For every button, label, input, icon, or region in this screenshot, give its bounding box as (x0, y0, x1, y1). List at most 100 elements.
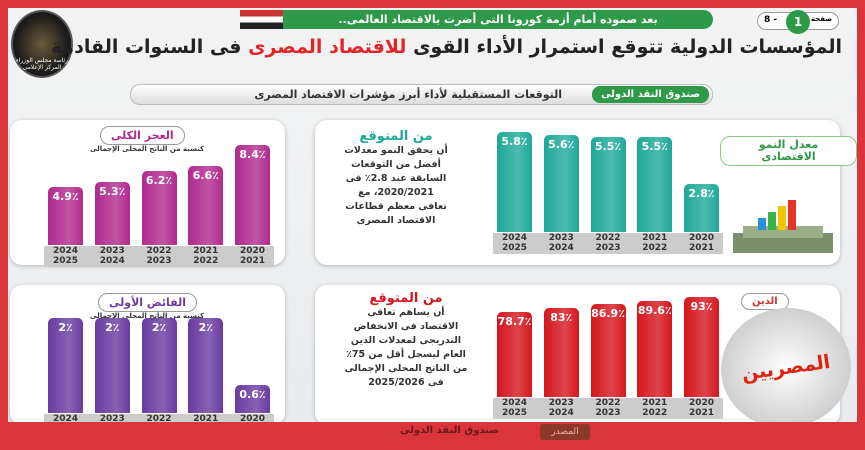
deficit-title: العجز الكلى (100, 126, 185, 145)
title-highlight: للاقتصاد المصرى (248, 36, 407, 58)
deficit-bar-column: 6.6٪ (188, 140, 224, 245)
note-line: الاقتصاد المصرى (356, 215, 436, 226)
surplus-bar-column: 2٪ (94, 313, 130, 413)
surplus-bars: 0.6٪ 2٪ 2٪ 2٪ 2٪ (48, 313, 270, 413)
debt-title: الدين (741, 293, 789, 310)
debt-year-label: 2022 2023 (595, 398, 621, 418)
growth-note-heading: من المتوقع (359, 129, 433, 144)
deficit-bars: 8.4٪ 6.6٪ 6.2٪ 5.3٪ 4.9٪ (48, 140, 270, 245)
deficit-bar: 8.4٪ (235, 145, 270, 245)
debt-bar: 93٪ (684, 297, 719, 397)
growth-bar-column: 2.8٪ (684, 127, 719, 232)
growth-bar-column: 5.8٪ (497, 127, 532, 232)
surplus-bar-column: 2٪ (188, 313, 224, 413)
deficit-year-label: 2023 2024 (99, 246, 125, 266)
growth-year-label: 2021 2022 (642, 233, 668, 253)
debt-note: من المتوقع أن يساهم تعافى الاقتصاد فى الا… (336, 292, 476, 390)
page-label: صفحة (810, 15, 832, 23)
note-line: التدريجى لمعدلات الدين (350, 335, 462, 346)
title-part: المؤسسات الدولية تتوقع استمرار الأداء ال… (413, 36, 842, 58)
deficit-subtitle: كنسبة من الناتج المحلى الإجمالى (90, 145, 205, 153)
deficit-year-axis: 2020 2021 2021 2022 2022 2023 2023 2024 2024… (44, 246, 274, 267)
growth-bar-label: 5.8٪ (501, 135, 528, 148)
note-line: أفضل من التوقعات (351, 159, 441, 170)
debt-bar: 78.7٪ (497, 312, 532, 397)
subtitle: التوقعات المستقبلية لأداء أبرز مؤشرات ال… (254, 88, 562, 101)
growth-note: من المتوقع أن يحقق النمو معدلات أفضل من ا… (326, 130, 466, 228)
growth-bar-label: 2.8٪ (688, 186, 715, 200)
growth-bar-label: 5.6٪ (548, 138, 575, 152)
debt-note-heading: من المتوقع (369, 291, 443, 306)
growth-year-axis: 2020 2021 2021 2022 2022 2023 2023 2024 2024… (493, 233, 723, 254)
note-line: فى 2025/2026 (368, 377, 444, 388)
subtitle-bar: صندوق النقد الدولى التوقعات المستقبلية ل… (130, 84, 713, 105)
infographic: رئاسة مجلس الوزراء المركز الإعلامى بعد ص… (8, 8, 857, 442)
surplus-title: الفائض الأولى (98, 293, 197, 312)
growth-bar: 5.5٪ (590, 137, 626, 232)
surplus-bar-label: 2٪ (151, 321, 167, 334)
debt-bar-label: 93٪ (690, 300, 713, 313)
page-total: 8 - (764, 15, 778, 25)
surplus-bar-label: 0.6٪ (239, 387, 266, 401)
debt-bar-label: 86.9٪ (591, 306, 625, 320)
deficit-year-label: 2020 2021 (239, 246, 266, 266)
growth-bar: 2.8٪ (684, 183, 719, 232)
growth-bar: 5.8٪ (497, 132, 532, 232)
debt-bar-label: 83٪ (550, 310, 573, 324)
debt-year-label: 2024 2025 (501, 398, 528, 418)
debt-year-label: 2023 2024 (548, 398, 574, 418)
page-indicator: 8 - 1 صفحة (757, 10, 839, 34)
growth-title: معدل النمو الاقتصادى (720, 136, 857, 166)
deficit-bar-column: 8.4٪ (235, 140, 270, 245)
debt-bar-column: 83٪ (543, 292, 579, 397)
note-line: السابقة عند 2.8٪ فى (345, 173, 447, 184)
debt-year-label: 2021 2022 (642, 398, 668, 418)
debt-bar-column: 86.9٪ (590, 292, 626, 397)
growth-year-label: 2020 2021 (688, 233, 715, 253)
surplus-bar-column: 2٪ (48, 313, 83, 413)
deficit-bar-column: 6.2٪ (141, 140, 177, 245)
debt-bar: 89.6٪ (637, 300, 673, 397)
egypt-flag-icon (240, 10, 285, 29)
note-line: 2020/2021، مع (358, 187, 434, 198)
deficit-bar: 6.2٪ (141, 171, 177, 245)
growth-bar: 5.5٪ (637, 137, 673, 232)
surplus-bar: 2٪ (94, 318, 130, 413)
deficit-bar-column: 4.9٪ (48, 140, 83, 245)
surplus-bar-label: 2٪ (58, 321, 73, 334)
growth-bar-column: 5.6٪ (543, 127, 579, 232)
page-number: 1 (786, 10, 810, 34)
footer-source-label: المصدر (540, 424, 590, 440)
title-part: فى السنوات القادمة (50, 36, 242, 58)
debt-year-label: 2020 2021 (688, 398, 715, 418)
deficit-bar-column: 5.3٪ (94, 140, 130, 245)
debt-bar-label: 78.7٪ (497, 315, 532, 329)
debt-bar-column: 89.6٪ (637, 292, 673, 397)
footer-source: صندوق النقد الدولى (400, 425, 499, 436)
top-banner: بعد صموده أمام أزمة كورونا التى أضرت بال… (283, 10, 713, 29)
note-line: العام ليسجل أقل من 75٪ (346, 349, 466, 360)
deficit-bar-label: 6.6٪ (192, 169, 219, 183)
growth-bars: 2.8٪ 5.5٪ 5.5٪ 5.6٪ 5.8٪ (497, 127, 719, 232)
deficit-year-label: 2024 2025 (52, 246, 79, 266)
growth-bar-column: 5.5٪ (637, 127, 673, 232)
deficit-bar-label: 8.4٪ (239, 148, 266, 161)
note-line: من الناتج المحلى الإجمالى (344, 363, 468, 374)
deficit-bar-label: 4.9٪ (52, 189, 79, 203)
growth-bar: 5.6٪ (543, 135, 579, 232)
surplus-bar: 2٪ (48, 318, 83, 413)
surplus-bar-label: 2٪ (105, 321, 120, 334)
money-chart-icon (733, 200, 833, 253)
debt-bar: 86.9٪ (590, 303, 626, 397)
growth-year-label: 2022 2023 (595, 233, 621, 253)
cabinet-logo: رئاسة مجلس الوزراء المركز الإعلامى (11, 10, 73, 78)
growth-bar-label: 5.5٪ (594, 140, 622, 154)
page-title: المؤسسات الدولية تتوقع استمرار الأداء ال… (51, 36, 842, 58)
debt-year-axis: 2020 2021 2021 2022 2022 2023 2023 2024 2024… (493, 398, 723, 419)
surplus-subtitle: كنسبة من الناتج المحلى الإجمالى (90, 312, 205, 320)
note-line: أن يحقق النمو معدلات (344, 145, 448, 156)
debt-bar-column: 93٪ (684, 292, 719, 397)
deficit-bar-label: 6.2٪ (145, 174, 173, 188)
deficit-bar: 5.3٪ (94, 181, 130, 245)
note-line: تعافى معظم قطاعات (345, 201, 447, 212)
